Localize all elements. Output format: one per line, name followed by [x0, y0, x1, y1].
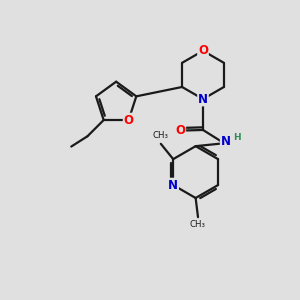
- Text: O: O: [175, 124, 185, 137]
- Text: N: N: [198, 93, 208, 106]
- Text: O: O: [198, 44, 208, 57]
- Text: N: N: [168, 178, 178, 191]
- Text: CH₃: CH₃: [190, 220, 206, 229]
- Text: H: H: [233, 134, 240, 142]
- Text: CH₃: CH₃: [153, 131, 169, 140]
- Text: N: N: [221, 135, 231, 148]
- Text: O: O: [124, 113, 134, 127]
